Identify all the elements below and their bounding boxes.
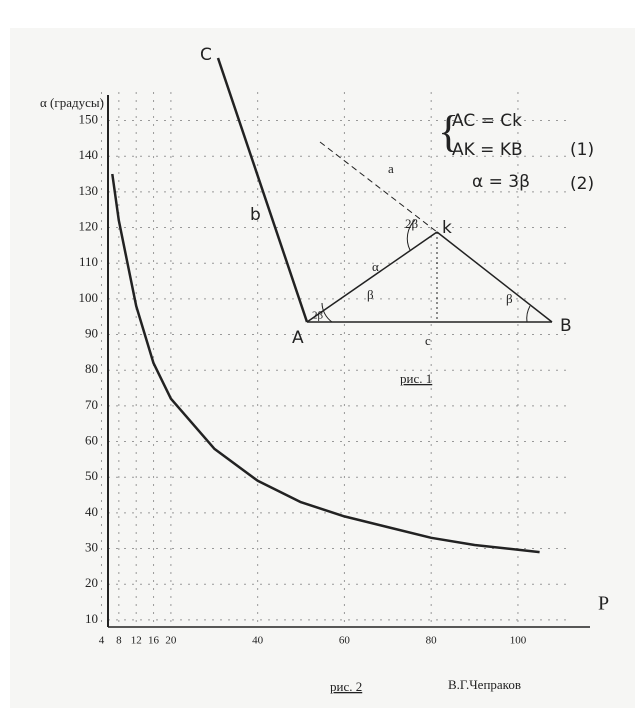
x-tick-label: 8 <box>116 635 122 647</box>
y-tick-label: 20 <box>85 575 98 590</box>
caption: рис. 1 <box>400 371 432 386</box>
curve <box>111 173 540 554</box>
equation: α = 3β <box>472 172 530 192</box>
angle-label: 2β <box>312 310 324 322</box>
angle-label: 2β <box>405 216 419 231</box>
brace: { <box>438 107 459 156</box>
side-label: c <box>425 333 431 348</box>
angle-label: β <box>506 291 513 306</box>
x-tick-label: 12 <box>131 635 142 647</box>
side-label: a <box>388 161 394 176</box>
point-label: A <box>292 328 304 348</box>
point-label: B <box>560 316 572 336</box>
equation: AK = KB <box>452 140 523 160</box>
y-tick-label: 50 <box>85 468 98 483</box>
x-tick-label: 40 <box>252 635 264 647</box>
equation: (2) <box>570 174 594 194</box>
y-tick-label: 130 <box>79 183 99 198</box>
angle-label: α <box>372 259 379 274</box>
point-label: k <box>442 218 452 238</box>
angle-arc <box>526 305 531 323</box>
y-tick-label: 90 <box>85 326 98 341</box>
triangle-diagram <box>216 57 553 323</box>
y-tick-label: 120 <box>79 219 99 234</box>
equation: (1) <box>570 140 594 160</box>
y-tick-label: 70 <box>85 397 98 412</box>
point-label: C <box>200 45 212 65</box>
side-ak <box>306 231 438 323</box>
side-kb <box>436 231 553 323</box>
x-tick-label: 80 <box>426 635 438 647</box>
side-b <box>216 57 309 323</box>
x-tick-label: 60 <box>339 635 351 647</box>
x-axis-label: P <box>598 593 609 615</box>
y-tick-label: 140 <box>79 147 99 162</box>
y-tick-label: 150 <box>79 112 99 127</box>
x-tick-label: 4 <box>99 635 105 647</box>
x-tick-label: 16 <box>148 635 160 647</box>
paper <box>10 28 635 708</box>
x-tick-label: 20 <box>165 635 177 647</box>
y-tick-label: 80 <box>85 361 98 376</box>
caption: рис. 2 <box>330 679 362 694</box>
x-tick-label: 100 <box>510 635 527 647</box>
y-tick-label: 30 <box>85 540 98 555</box>
y-axis-label: α (градусы) <box>40 95 104 110</box>
y-tick-label: 10 <box>85 611 98 626</box>
y-tick-label: 60 <box>85 433 98 448</box>
angle-arc <box>321 302 333 323</box>
angle-label: β <box>367 287 374 302</box>
y-tick-label: 110 <box>79 254 98 269</box>
line-a <box>319 141 438 233</box>
side-label: b <box>250 205 261 225</box>
y-tick-label: 100 <box>79 290 99 305</box>
angle-arc <box>406 219 416 251</box>
equation: AC = Ck <box>452 111 522 131</box>
y-tick-label: 40 <box>85 504 98 519</box>
author: В.Г.Чепраков <box>448 677 521 692</box>
